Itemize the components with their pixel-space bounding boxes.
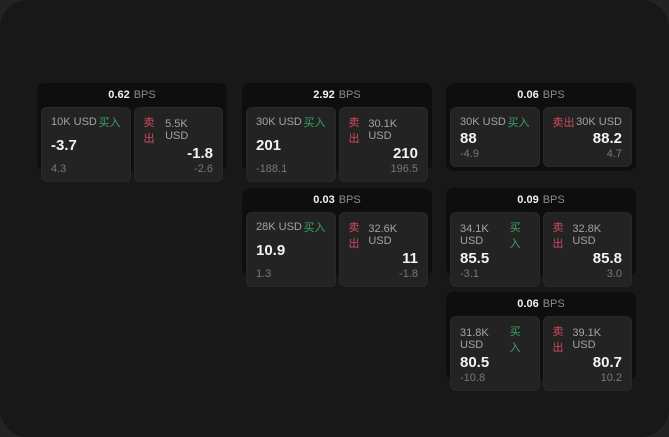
bps-header: 0.09 BPS <box>446 188 636 212</box>
sell-label: 卖出 <box>348 222 360 250</box>
sell-tile[interactable]: 卖出 30.1K USD 210 196.5 <box>338 107 428 182</box>
bps-unit: BPS <box>338 194 361 206</box>
buy-tile[interactable]: 30K USD 买入 201 -188.1 <box>246 107 336 182</box>
sell-delta: 3.0 <box>606 267 622 280</box>
bps-value: 0.09 <box>517 194 539 206</box>
buy-delta: 1.3 <box>256 267 272 280</box>
sell-amount: 30K USD <box>576 116 622 128</box>
bps-value: 0.06 <box>517 89 539 101</box>
sell-price: 11 <box>402 250 418 267</box>
quote-card: 0.62 BPS 10K USD 买入 -3.7 4.3 卖出 5.5K USD… <box>37 83 227 182</box>
buy-tile[interactable]: 30K USD 买入 88 -4.9 <box>450 107 540 167</box>
buy-tile[interactable]: 10K USD 买入 -3.7 4.3 <box>41 107 131 182</box>
sell-price: 80.7 <box>592 354 622 371</box>
buy-price: 10.9 <box>256 242 286 259</box>
buy-price: 80.5 <box>460 354 490 371</box>
sell-amount: 32.6K USD <box>368 223 398 247</box>
sell-delta: 4.7 <box>606 148 622 160</box>
buy-label: 买入 <box>507 117 530 129</box>
sell-price: 210 <box>392 145 418 162</box>
bps-unit: BPS <box>542 89 565 101</box>
bps-header: 2.92 BPS <box>242 83 432 107</box>
quote-card: 0.03 BPS 28K USD 买入 10.9 1.3 卖出 32.6K US… <box>242 188 432 287</box>
bps-value: 0.62 <box>108 89 130 101</box>
quote-body: 30K USD 买入 88 -4.9 卖出 30K USD 88.2 4.7 <box>446 107 636 171</box>
sell-delta: 10.2 <box>600 371 622 384</box>
sell-label: 卖出 <box>348 117 360 145</box>
buy-delta: -4.9 <box>460 148 479 160</box>
buy-delta: -10.8 <box>460 371 486 384</box>
bps-unit: BPS <box>542 194 565 206</box>
bps-header: 0.62 BPS <box>37 83 227 107</box>
buy-amount: 31.8K USD <box>460 327 489 351</box>
buy-amount: 10K USD <box>51 116 97 128</box>
buy-price: -3.7 <box>51 137 77 154</box>
quote-card: 0.06 BPS 31.8K USD 买入 80.5 -10.8 卖出 39.1… <box>446 292 636 391</box>
buy-tile[interactable]: 28K USD 买入 10.9 1.3 <box>246 212 336 287</box>
buy-amount: 34.1K USD <box>460 223 489 247</box>
sell-delta: 196.5 <box>390 162 418 175</box>
quote-body: 30K USD 买入 201 -188.1 卖出 30.1K USD 210 1… <box>242 107 432 186</box>
bps-value: 0.06 <box>517 298 539 310</box>
sell-tile[interactable]: 卖出 5.5K USD -1.8 -2.6 <box>133 107 223 182</box>
sell-delta: -1.8 <box>399 267 418 280</box>
buy-label: 买入 <box>303 117 326 129</box>
buy-tile[interactable]: 31.8K USD 买入 80.5 -10.8 <box>450 316 540 391</box>
quote-card: 0.09 BPS 34.1K USD 买入 85.5 -3.1 卖出 32.8K… <box>446 188 636 287</box>
bps-value: 2.92 <box>313 89 335 101</box>
buy-tile[interactable]: 34.1K USD 买入 85.5 -3.1 <box>450 212 540 287</box>
sell-price: -1.8 <box>187 145 213 162</box>
sell-delta: -2.6 <box>194 162 213 175</box>
buy-delta: -3.1 <box>460 267 479 280</box>
sell-amount: 30.1K USD <box>368 118 398 142</box>
quote-card: 0.06 BPS 30K USD 买入 88 -4.9 卖出 30K USD 8… <box>446 83 636 171</box>
buy-label: 买入 <box>509 326 521 354</box>
bps-value: 0.03 <box>313 194 335 206</box>
quote-card: 2.92 BPS 30K USD 买入 201 -188.1 卖出 30.1K … <box>242 83 432 182</box>
sell-price: 88.2 <box>592 129 622 147</box>
bps-unit: BPS <box>338 89 361 101</box>
buy-amount: 30K USD <box>256 116 302 128</box>
sell-tile[interactable]: 卖出 39.1K USD 80.7 10.2 <box>542 316 632 391</box>
buy-price: 85.5 <box>460 250 490 267</box>
bps-unit: BPS <box>542 298 565 310</box>
sell-tile[interactable]: 卖出 32.6K USD 11 -1.8 <box>338 212 428 287</box>
bps-header: 0.06 BPS <box>446 292 636 316</box>
bps-header: 0.03 BPS <box>242 188 432 212</box>
buy-label: 买入 <box>509 222 521 250</box>
sell-label: 卖出 <box>552 117 575 129</box>
sell-label: 卖出 <box>552 326 564 354</box>
buy-amount: 28K USD <box>256 221 302 233</box>
buy-price: 88 <box>460 129 477 147</box>
quote-body: 31.8K USD 买入 80.5 -10.8 卖出 39.1K USD 80.… <box>446 316 636 395</box>
buy-delta: 4.3 <box>51 162 67 175</box>
buy-label: 买入 <box>303 222 326 234</box>
sell-price: 85.8 <box>592 250 622 267</box>
sell-tile[interactable]: 卖出 32.8K USD 85.8 3.0 <box>542 212 632 287</box>
quote-body: 28K USD 买入 10.9 1.3 卖出 32.6K USD 11 -1.8 <box>242 212 432 291</box>
buy-delta: -188.1 <box>256 162 288 175</box>
buy-amount: 30K USD <box>460 116 506 128</box>
sell-amount: 39.1K USD <box>572 327 602 351</box>
quote-body: 34.1K USD 买入 85.5 -3.1 卖出 32.8K USD 85.8… <box>446 212 636 291</box>
sell-amount: 5.5K USD <box>165 118 189 142</box>
bps-header: 0.06 BPS <box>446 83 636 107</box>
buy-label: 买入 <box>98 117 121 129</box>
sell-tile[interactable]: 卖出 30K USD 88.2 4.7 <box>542 107 632 167</box>
sell-label: 卖出 <box>552 222 564 250</box>
sell-label: 卖出 <box>143 117 155 145</box>
bps-unit: BPS <box>133 89 156 101</box>
quote-body: 10K USD 买入 -3.7 4.3 卖出 5.5K USD -1.8 -2.… <box>37 107 227 186</box>
buy-price: 201 <box>256 137 282 154</box>
sell-amount: 32.8K USD <box>572 223 602 247</box>
